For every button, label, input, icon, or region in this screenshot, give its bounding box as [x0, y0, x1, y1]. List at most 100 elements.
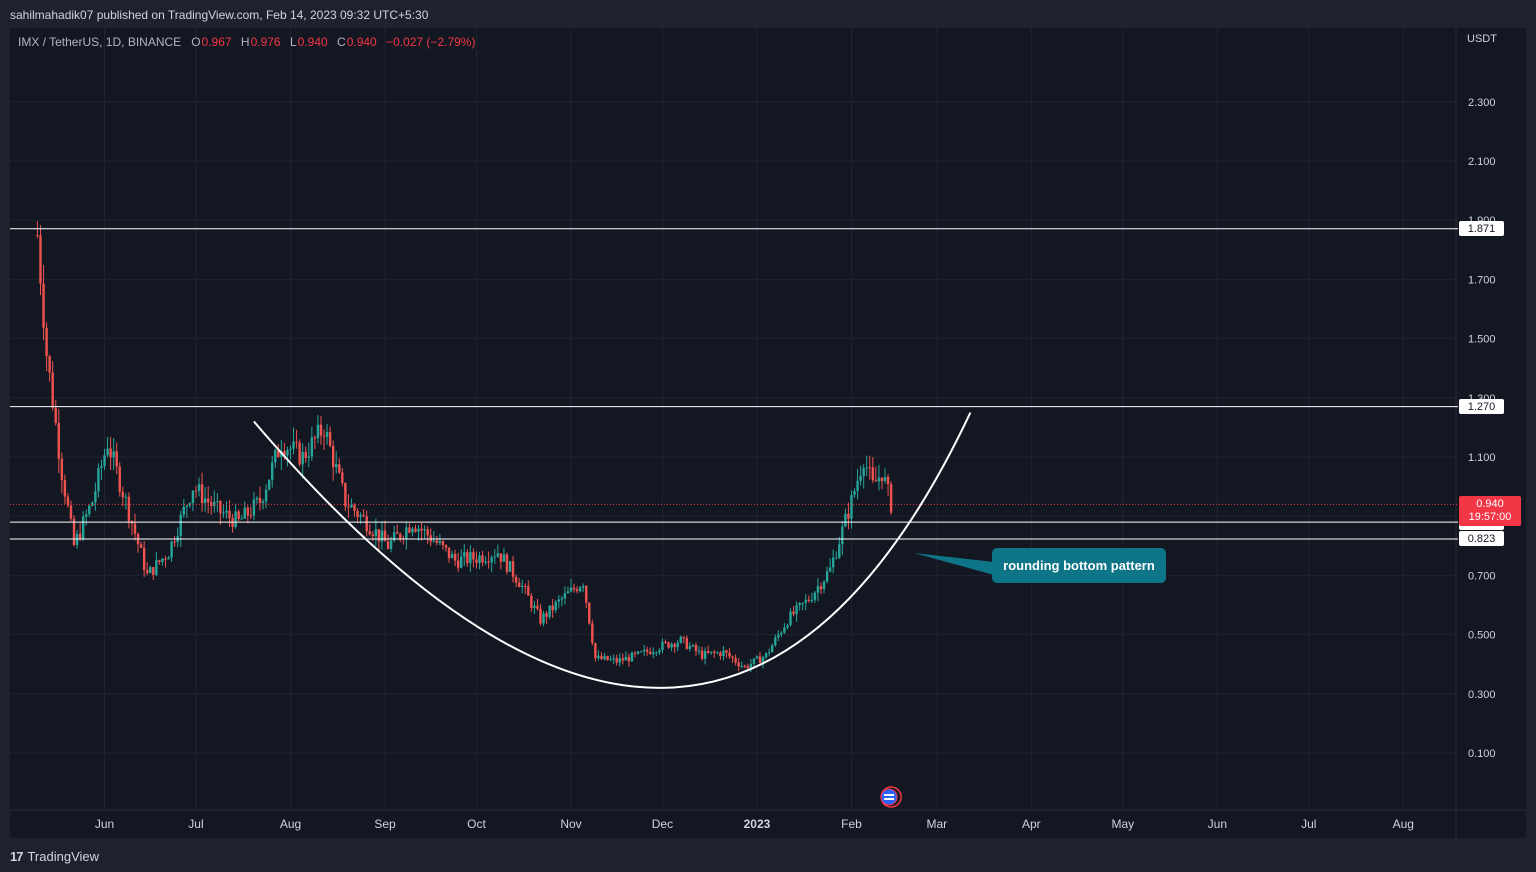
- time-tick-label: Apr: [1022, 817, 1041, 831]
- candle-body: [426, 529, 429, 536]
- candle-body: [578, 587, 582, 592]
- candle-body: [603, 656, 606, 660]
- time-tick-label: Nov: [560, 817, 581, 831]
- candle-body: [691, 645, 695, 647]
- candle-body: [591, 623, 594, 644]
- candle-body: [682, 636, 685, 639]
- published-text: sahilmahadik07 published on TradingView.…: [10, 8, 429, 22]
- candle-body: [417, 528, 420, 532]
- candle-body: [405, 527, 408, 539]
- candle-body: [508, 561, 512, 572]
- candle-body: [264, 489, 268, 502]
- rounding-bottom-callout[interactable]: rounding bottom pattern: [992, 548, 1166, 583]
- candle-body: [386, 541, 390, 549]
- candle-body: [197, 484, 201, 491]
- candle-body: [362, 514, 365, 517]
- candle-body: [511, 561, 515, 577]
- candle-body: [545, 613, 548, 617]
- candle-body: [822, 581, 826, 590]
- candle-body: [380, 530, 384, 542]
- candle-body: [456, 560, 460, 568]
- candle-body: [789, 611, 792, 626]
- candle-body: [289, 448, 292, 451]
- candle-body: [694, 645, 698, 652]
- candle-body: [865, 467, 868, 469]
- candle-body: [240, 518, 243, 520]
- candle-body: [868, 467, 871, 469]
- candle-body: [792, 611, 795, 615]
- price-axis[interactable]: 2.3002.1001.9001.7001.5001.3001.1000.900…: [1468, 97, 1496, 760]
- candle-body: [615, 658, 618, 663]
- candle-body: [252, 499, 256, 516]
- candle-body: [139, 544, 143, 548]
- candle-body: [533, 605, 536, 608]
- candle-body: [548, 605, 551, 617]
- candle-body: [850, 495, 853, 519]
- candle-body: [368, 531, 371, 535]
- candle-body: [118, 466, 121, 492]
- candle-body: [831, 557, 835, 568]
- candle-body: [356, 510, 359, 517]
- candle-body: [216, 500, 219, 502]
- candle-body: [243, 507, 246, 519]
- rounding-bottom-curve[interactable]: [253, 412, 972, 689]
- candle-body: [481, 555, 484, 563]
- candle-body: [365, 516, 368, 532]
- candle-body: [670, 644, 673, 648]
- candle-body: [585, 586, 588, 603]
- time-tick-label: Sep: [374, 817, 396, 831]
- candle-body: [731, 656, 734, 659]
- us-flag-icon[interactable]: [880, 788, 898, 806]
- candle-body: [521, 585, 524, 588]
- candle-body: [685, 638, 689, 649]
- candle-body: [389, 540, 393, 549]
- candle-body: [539, 608, 542, 624]
- last-price-tag: 0.940 19:57:00: [1459, 496, 1521, 527]
- candle-body: [767, 652, 771, 654]
- candle-body: [298, 442, 301, 465]
- candle-body: [706, 651, 710, 653]
- candle-body: [646, 649, 649, 652]
- open-label: O: [191, 35, 201, 49]
- event-marker[interactable]: [880, 786, 902, 808]
- candle-body: [167, 557, 170, 560]
- candle-body: [188, 503, 192, 506]
- candle-body: [655, 652, 658, 654]
- candle-body: [78, 533, 82, 539]
- candle-body: [517, 582, 521, 588]
- low-value: 0.940: [297, 35, 328, 49]
- last-price-value: 0.940: [1476, 498, 1504, 511]
- candle-body: [392, 532, 396, 541]
- candle-body: [408, 527, 411, 533]
- low-label: L: [289, 35, 297, 49]
- candle-body: [225, 510, 228, 513]
- candle-body: [191, 490, 195, 504]
- candle-body: [69, 505, 73, 519]
- candle-body: [48, 356, 51, 373]
- candle-body: [460, 556, 463, 568]
- time-axis[interactable]: Jun Jul Aug Sep Oct Nov Dec 2023 Feb Mar Apr May Jun…: [95, 817, 1414, 831]
- candle-body: [786, 625, 789, 628]
- candle-body: [688, 646, 692, 649]
- high-value: 0.976: [250, 35, 281, 49]
- tradingview-footer[interactable]: 17 TradingView: [10, 849, 99, 864]
- candle-body: [179, 514, 182, 537]
- candle-body: [722, 650, 725, 657]
- candle-body: [164, 558, 167, 560]
- flag-stripe-icon: [884, 794, 895, 796]
- candle-body: [57, 422, 60, 459]
- candle-body: [807, 599, 810, 602]
- candle-body: [152, 567, 155, 575]
- candle-body: [36, 235, 39, 236]
- candle-body: [270, 462, 274, 480]
- candle-body: [399, 533, 402, 539]
- candle-body: [581, 586, 585, 588]
- candle-body: [274, 450, 277, 463]
- close-value: 0.940: [346, 35, 377, 49]
- candle-body: [267, 479, 271, 490]
- candle-body: [45, 327, 48, 357]
- candle-body: [85, 514, 88, 517]
- price-tick-label: 1.500: [1468, 334, 1496, 346]
- horizontal-levels[interactable]: [10, 228, 1458, 540]
